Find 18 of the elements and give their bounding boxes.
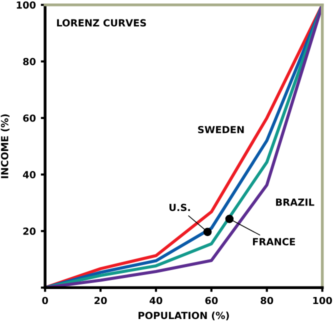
- x-tick-label: 0: [42, 296, 48, 304]
- y-tick-label: 20: [23, 228, 36, 235]
- x-tick-label: 100: [313, 296, 332, 304]
- x-axis-title: POPULATION (%): [138, 312, 229, 320]
- x-tick-label: 60: [205, 296, 218, 304]
- x-tick-label: 20: [94, 296, 107, 304]
- series-label: SWEDEN: [198, 126, 244, 134]
- annotation: FRANCE: [252, 238, 295, 246]
- text: LORENZ CURVES: [57, 19, 146, 27]
- x-tick-label: 40: [150, 296, 162, 304]
- x-tick-label: 80: [260, 296, 274, 304]
- annotation: U.S.: [170, 204, 190, 212]
- series-label: BRAZIL: [276, 198, 314, 206]
- y-tick-label: 60: [23, 114, 36, 122]
- y-tick-label: 80: [23, 58, 36, 66]
- y-tick-label: 40: [22, 171, 36, 178]
- y-tick-label: 100: [16, 1, 36, 9]
- y-axis-title: INCOME (%): [0, 114, 10, 178]
